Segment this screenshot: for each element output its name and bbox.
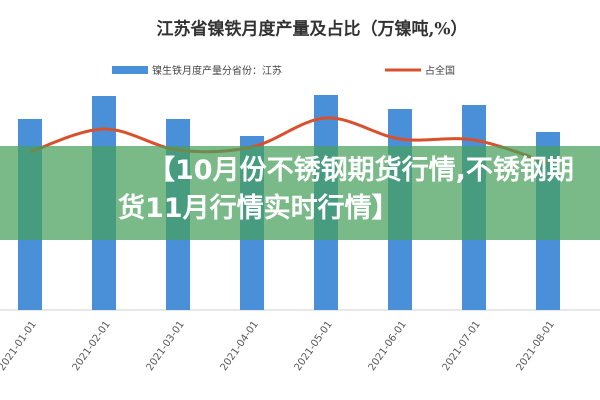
x-tick-label: 2021-02-01	[71, 319, 113, 373]
line	[29, 116, 549, 165]
x-tick-label: 2021-04-01	[219, 319, 261, 373]
x-tick-label: 2021-07-01	[441, 319, 483, 373]
x-tick-label: 2021-05-01	[293, 319, 335, 373]
chart-title: 江苏省镍铁月度产量及占比（万镍吨,%）	[156, 19, 467, 40]
legend-label: 占全国	[425, 64, 455, 77]
x-tick-label: 2021-01-01	[0, 319, 39, 373]
x-tick-label: 2021-08-01	[515, 319, 557, 373]
banner	[0, 146, 600, 240]
x-tick-label: 2021-03-01	[145, 319, 187, 373]
banner-text: 【10月份不锈钢期货行情,不锈钢期货11月行情实时行情】	[118, 155, 574, 224]
x-tick-label: 2021-06-01	[367, 319, 409, 373]
legend-label: 镍生铁月度产量分省份：江苏	[152, 64, 282, 77]
legend-swatch	[112, 66, 148, 74]
